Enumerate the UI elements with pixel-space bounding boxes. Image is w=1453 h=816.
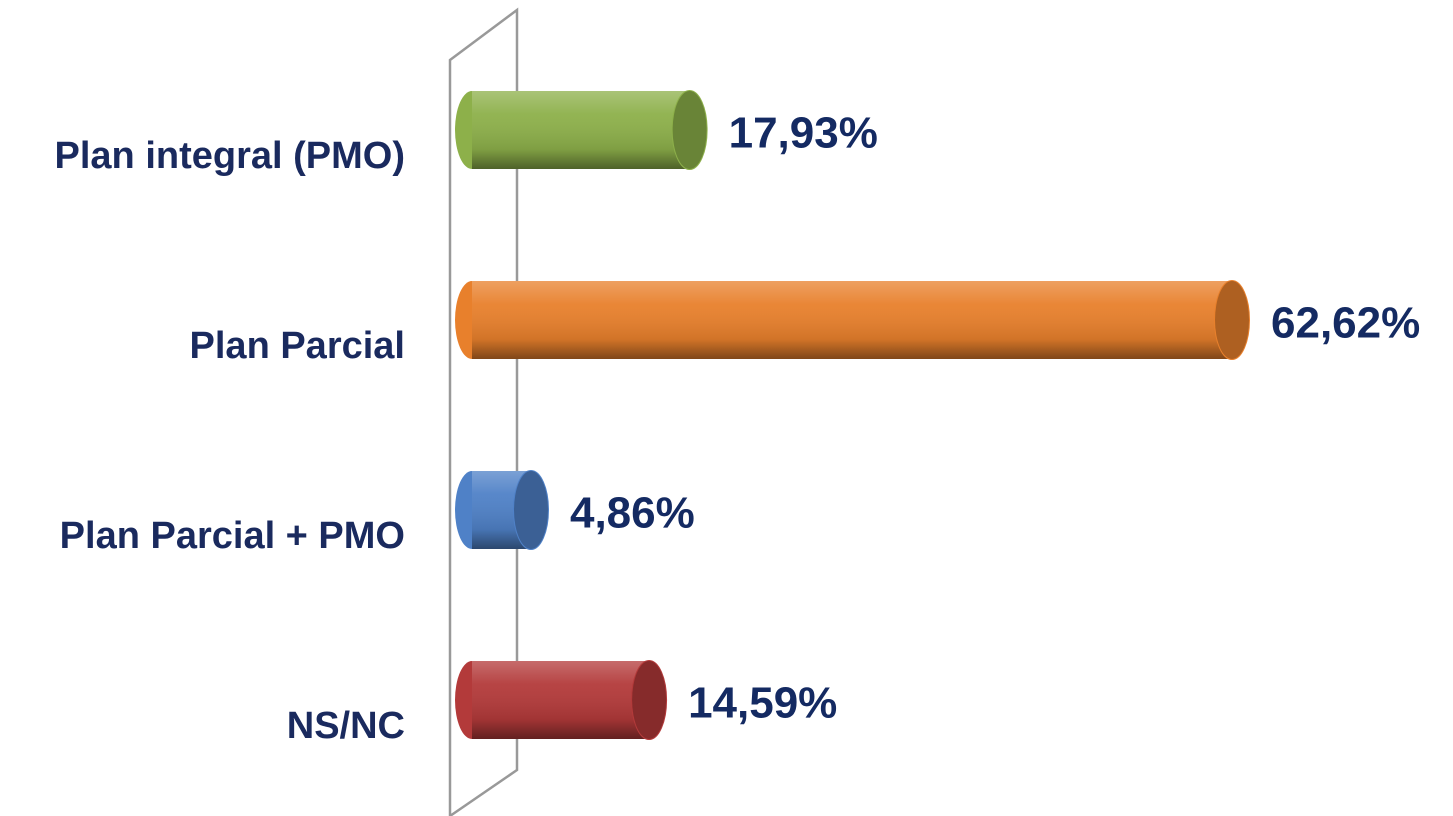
category-label: Plan integral (PMO) [55, 135, 405, 177]
value-label: 62,62% [1271, 299, 1420, 348]
shading [472, 91, 690, 169]
cap-shade [632, 661, 667, 739]
bar-end-cap [1214, 280, 1250, 360]
value-label: 4,86% [570, 489, 695, 538]
bar-end-cap [512, 470, 549, 550]
cap-shade [1215, 281, 1249, 359]
value-label: 14,59% [688, 679, 837, 728]
back-wall [448, 7, 519, 816]
bar-end-cap [631, 660, 668, 740]
shading [472, 661, 650, 739]
shading [472, 281, 1232, 359]
category-label: Plan Parcial [190, 325, 405, 367]
category-label: NS/NC [287, 705, 405, 747]
value-label: 17,93% [729, 109, 878, 158]
cap-shade [672, 91, 707, 169]
bar-end-cap [671, 90, 708, 170]
category-label: Plan Parcial + PMO [60, 515, 405, 557]
cap-shade [513, 471, 548, 549]
